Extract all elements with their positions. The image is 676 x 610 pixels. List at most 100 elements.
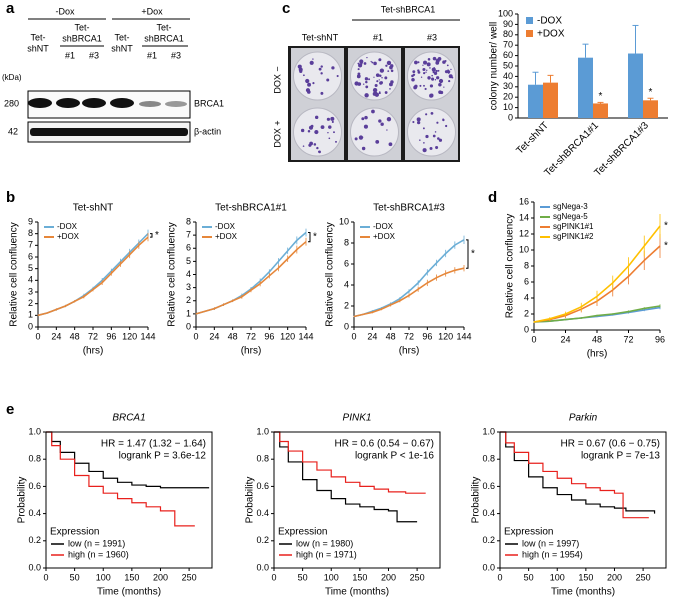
significance: * — [664, 221, 668, 232]
colony-dot — [422, 64, 424, 66]
colony-dot — [381, 77, 383, 79]
clone-label: #1 — [65, 50, 75, 60]
legend-label: low (n = 1997) — [522, 538, 579, 548]
y-tick-label: 3 — [186, 282, 191, 292]
lane-label: Tet- — [74, 22, 89, 32]
lane-label: Tet- — [114, 32, 129, 42]
y-tick-label: 7 — [28, 240, 33, 250]
x-tick-label: 100 — [96, 572, 111, 582]
x-tick-label: 0 — [271, 572, 276, 582]
colony-dot — [443, 60, 445, 63]
colony-dot — [316, 146, 319, 150]
colony-dot — [357, 72, 361, 76]
y-tick-label: 90 — [503, 19, 513, 29]
bar — [628, 53, 643, 118]
colony-dot — [309, 141, 313, 146]
colony-dot — [357, 68, 360, 71]
x-axis-label: (hrs) — [587, 349, 608, 360]
colony-dot — [371, 61, 374, 64]
colony-dot — [307, 82, 311, 87]
chart-title: Parkin — [569, 413, 598, 424]
y-tick-label: 6 — [524, 276, 529, 286]
x-tick-label: 200 — [153, 572, 168, 582]
x-tick-label: 250 — [410, 572, 425, 582]
x-axis-label: Time (months) — [97, 587, 161, 598]
colony-dot — [439, 90, 444, 95]
colony-dot — [331, 120, 334, 124]
legend-label: high (n = 1971) — [296, 549, 357, 559]
x-tick-label: 0 — [497, 572, 502, 582]
x-tick-label: 150 — [124, 572, 139, 582]
y-tick-label: 70 — [503, 40, 513, 50]
legend-label: low (n = 1991) — [68, 538, 125, 548]
legend-label: -DOX — [215, 222, 236, 231]
plot-frame — [273, 431, 441, 569]
line — [37, 236, 149, 317]
bracket — [308, 232, 311, 243]
kda-unit: (kDa) — [2, 73, 22, 82]
colony-dot — [431, 74, 433, 77]
y-tick-label: 16 — [519, 196, 529, 206]
significance: * — [664, 241, 668, 252]
colony-dot — [426, 62, 431, 67]
legend-label: -DOX — [57, 222, 78, 231]
colony-dot — [314, 130, 319, 135]
y-axis-label: Relative cell confluency — [9, 222, 20, 327]
band — [165, 101, 187, 107]
y-tick-label: 0.6 — [28, 481, 41, 491]
colony-dot — [380, 122, 384, 126]
colony-dot — [364, 115, 368, 120]
colony-dot — [430, 112, 434, 115]
y-tick-label: 4 — [186, 269, 191, 279]
y-tick-label: 0 — [344, 321, 349, 331]
y-tick-label: 100 — [498, 8, 513, 18]
y-tick-label: 4 — [344, 279, 349, 289]
colony-column: #1 — [373, 32, 383, 42]
colony-dot — [357, 62, 360, 65]
y-tick-label: 9 — [28, 216, 33, 226]
x-tick-label: 24 — [560, 334, 570, 344]
x-tick-label: 50 — [70, 572, 80, 582]
y-tick-label: 0.4 — [482, 508, 495, 518]
colony-dot — [414, 60, 418, 65]
chart-title: Tet-shNT — [73, 203, 114, 214]
colony-dot — [320, 65, 323, 68]
lane-label: Tet- — [156, 22, 171, 32]
colony-dot — [326, 78, 330, 82]
colony-dot — [384, 76, 388, 80]
y-tick-label: 0.8 — [256, 454, 269, 464]
survival-curve — [46, 431, 195, 527]
line — [533, 305, 661, 323]
x-tick-label: 150 — [578, 572, 593, 582]
logrank: logrank P = 7e-13 — [581, 451, 660, 462]
marker-label: 42 — [8, 126, 18, 136]
colony-dot — [438, 82, 442, 87]
bands — [28, 98, 188, 136]
y-tick-label: 0 — [508, 112, 513, 122]
band — [82, 98, 106, 108]
legend-label: sgPINK1#2 — [553, 232, 594, 241]
panel-label: a — [6, 0, 15, 17]
colony-dot — [365, 80, 368, 84]
colony-dot — [384, 91, 388, 94]
plot-frame — [45, 431, 213, 569]
x-tick-label: 24 — [367, 331, 377, 341]
x-tick-label: 0 — [193, 331, 198, 341]
colony-dot — [429, 93, 434, 98]
colony-dot — [361, 117, 365, 121]
line — [353, 267, 465, 318]
colony-dot — [433, 71, 438, 76]
colony-dot — [412, 120, 415, 124]
colony-dot — [433, 67, 436, 69]
colony-dot — [378, 74, 382, 78]
significance: * — [649, 87, 653, 98]
colony-group: Tet-shBRCA1 — [381, 4, 436, 14]
legend-swatch — [540, 236, 550, 238]
colony-dot — [435, 146, 439, 150]
bar — [578, 57, 593, 118]
survival-curve — [500, 431, 656, 514]
colony-dot — [417, 61, 420, 64]
legend-label: sgNega-3 — [553, 202, 588, 211]
y-tick-label: 0 — [524, 324, 529, 334]
hazard-ratio: HR = 1.47 (1.32 − 1.64) — [101, 439, 206, 450]
